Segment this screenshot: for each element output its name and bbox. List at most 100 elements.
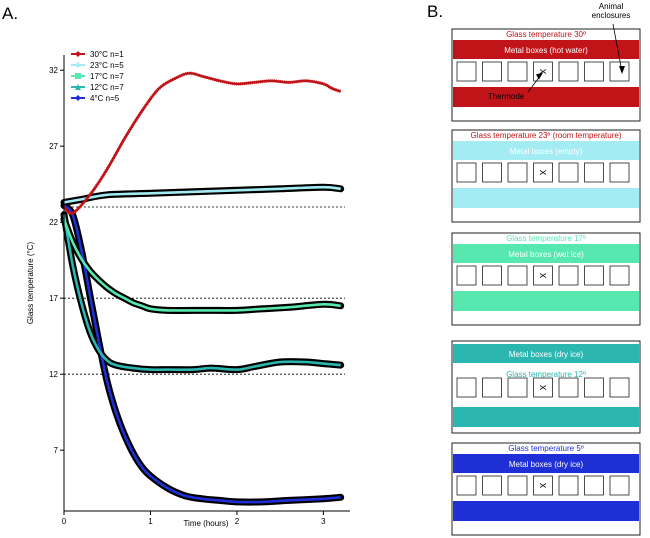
legend-item: 23°C n=5	[71, 61, 124, 70]
y-axis-label: Glass temperature (°C)	[26, 242, 35, 325]
legend-marker	[75, 84, 81, 90]
thermode-icon	[539, 69, 547, 74]
thermode-icon	[539, 170, 547, 175]
animal-enclosure	[584, 162, 604, 183]
animal-enclosure	[558, 265, 579, 286]
x-tick-label: 0	[62, 517, 67, 526]
animal-enclosure	[558, 475, 579, 496]
error-band-12-c-n-7	[60, 211, 345, 374]
animal-enclosure	[482, 475, 502, 496]
animal-enclosure	[558, 377, 579, 398]
error-band-17-c-n-7	[60, 215, 345, 314]
panel-title: Glass temperature 30º	[506, 30, 586, 39]
x-tick-label: 3	[321, 517, 326, 526]
band-label: Metal boxes (wet ice)	[508, 250, 584, 259]
legend-marker	[75, 51, 81, 57]
legend-marker	[75, 73, 81, 79]
animal-enclosure	[609, 162, 630, 183]
metal-box-band	[453, 141, 639, 160]
animal-enclosure	[609, 475, 630, 496]
animal-enclosure	[584, 475, 604, 496]
setup-panel-23: Metal boxes (empty) Glass temperature 23º…	[451, 129, 641, 223]
animal-enclosure	[584, 265, 604, 286]
band-label: Metal boxes (dry ice)	[509, 350, 584, 359]
legend-label: 17°C n=7	[90, 72, 124, 81]
panel-label-a: A.	[2, 4, 18, 23]
animal-enclosure	[482, 265, 502, 286]
animal-enclosure	[609, 265, 630, 286]
setup-panel-17: Metal boxes (wet ice) Glass temperature 1…	[451, 232, 641, 326]
panel-title: Glass temperature 5º	[508, 444, 583, 453]
animal-enclosure	[507, 162, 528, 183]
y-tick-label: 27	[49, 142, 58, 151]
y-tick-label: 17	[49, 294, 58, 303]
animal-enclosure	[482, 61, 502, 82]
panel-label-b: B.	[427, 2, 443, 21]
animal-enclosure	[558, 162, 579, 183]
animal-enclosure	[482, 377, 502, 398]
legend-label: 30°C n=1	[90, 50, 124, 59]
legend-marker	[75, 62, 81, 68]
legend-item: 30°C n=1	[71, 50, 124, 59]
y-tick-label: 12	[49, 370, 58, 379]
callout-animal-enclosures: Animal enclosures	[592, 2, 631, 20]
animal-enclosure	[584, 377, 604, 398]
arrowhead-icon	[536, 72, 543, 80]
animal-enclosure	[584, 61, 604, 82]
metal-box-band-lower	[453, 291, 639, 311]
setup-panel-12: Metal boxes (dry ice) Glass temperature 1…	[451, 340, 641, 434]
metal-box-band-lower	[453, 87, 639, 107]
animal-enclosure	[456, 475, 477, 496]
x-axis-label: Time (hours)	[183, 519, 228, 528]
animal-enclosure	[456, 377, 477, 398]
arrowhead-icon	[619, 66, 625, 74]
animal-enclosure	[456, 265, 477, 286]
thermode-icon	[539, 385, 547, 390]
animal-enclosure	[507, 475, 528, 496]
setup-panel-5: Metal boxes (dry ice) Glass temperature 5…	[451, 442, 641, 536]
metal-box-band	[453, 244, 639, 263]
y-tick-label: 22	[49, 218, 58, 227]
metal-box-band	[453, 454, 639, 473]
animal-enclosure	[507, 61, 528, 82]
animal-enclosure	[456, 162, 477, 183]
band-label: Metal boxes (dry ice)	[509, 460, 584, 469]
animal-enclosure	[609, 377, 630, 398]
metal-box-band-lower	[453, 188, 639, 208]
panel-title: Glass temperature 12º	[506, 370, 586, 379]
callout-thermode: Thermode	[488, 92, 525, 101]
x-tick-label: 1	[148, 517, 153, 526]
setup-panel-30: Metal boxes (hot water) Glass temperature…	[451, 2, 641, 122]
animal-enclosure	[558, 61, 579, 82]
legend-marker	[75, 95, 81, 101]
metal-box-band	[453, 40, 639, 59]
legend-item: 17°C n=7	[71, 72, 124, 81]
thermode-icon	[539, 273, 547, 278]
legend-label: 12°C n=7	[90, 83, 124, 92]
animal-enclosure	[507, 377, 528, 398]
band-label: Metal boxes (empty)	[510, 147, 583, 156]
animal-enclosure	[456, 61, 477, 82]
animal-enclosure	[482, 162, 502, 183]
metal-box-band	[453, 344, 639, 363]
panel-title: Glass temperature 17º	[506, 234, 586, 243]
callout-arrow	[612, 23, 623, 73]
metal-box-band-lower	[453, 501, 639, 521]
setup-diagram: Metal boxes (hot water) Glass temperature…	[451, 2, 641, 536]
series-noise-30c	[62, 71, 342, 216]
y-tick-label: 32	[49, 66, 58, 75]
band-label: Metal boxes (hot water)	[504, 46, 588, 55]
legend-label: 23°C n=5	[90, 61, 124, 70]
series-line-4-c-n-5	[63, 204, 341, 504]
thermode-icon	[539, 483, 547, 488]
legend-item: 12°C n=7	[71, 83, 124, 92]
legend: 30°C n=1 23°C n=5 17°C n=7 12°C n=7 4°C n=5	[71, 50, 124, 103]
metal-box-band-lower	[453, 407, 639, 427]
series-line-12-c-n-7	[62, 214, 341, 372]
legend-label: 4°C n=5	[90, 94, 120, 103]
animal-enclosure	[507, 265, 528, 286]
series-line-17-c-n-7	[62, 218, 341, 312]
y-tick-label: 7	[54, 446, 59, 455]
